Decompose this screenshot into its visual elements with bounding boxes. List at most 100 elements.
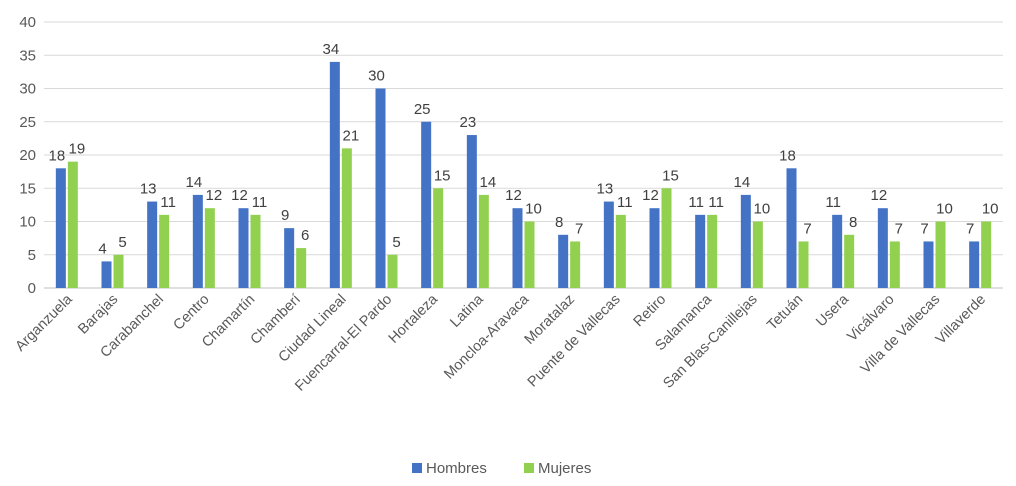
bar-mujeres <box>707 214 718 288</box>
bar-hombres <box>512 208 523 288</box>
bar-mujeres <box>341 148 352 288</box>
bar-hombres <box>466 135 477 288</box>
legend-swatch-hombres <box>412 463 422 473</box>
bar-mujeres <box>67 161 78 288</box>
x-tick-label: Moncloa-Aravaca <box>441 291 533 383</box>
data-label-mujeres: 11 <box>617 194 633 211</box>
x-tick-label: Usera <box>813 291 852 330</box>
data-label-hombres: 25 <box>414 101 431 118</box>
data-label-mujeres: 14 <box>479 174 496 191</box>
bar-mujeres <box>935 221 946 288</box>
x-tick-label: Barajas <box>75 292 121 338</box>
bar-hombres <box>375 88 386 288</box>
legend-label-hombres: Hombres <box>426 460 487 477</box>
y-tick-label: 5 <box>28 247 36 264</box>
data-label-mujeres: 15 <box>434 167 451 184</box>
data-label-mujeres: 15 <box>662 167 679 184</box>
data-label-mujeres: 5 <box>118 234 126 251</box>
data-label-hombres: 4 <box>98 240 106 257</box>
bar-mujeres <box>387 254 398 288</box>
bar-mujeres <box>296 248 307 288</box>
bar-hombres <box>786 168 797 288</box>
data-label-mujeres: 11 <box>708 194 724 211</box>
x-tick-label: Retiro <box>631 292 670 331</box>
y-tick-label: 40 <box>19 14 36 31</box>
data-label-hombres: 11 <box>825 194 841 211</box>
bar-hombres <box>923 241 934 288</box>
data-label-hombres: 23 <box>459 114 476 131</box>
data-label-mujeres: 21 <box>342 127 359 144</box>
y-tick-label: 20 <box>19 147 36 164</box>
bar-hombres <box>740 194 751 288</box>
data-label-mujeres: 11 <box>160 194 176 211</box>
legend: Hombres Mujeres <box>412 460 591 477</box>
y-tick-label: 0 <box>28 280 36 297</box>
x-tick-label: Centro <box>171 292 213 334</box>
bar-mujeres <box>981 221 992 288</box>
bar-hombres <box>329 61 340 289</box>
bar-hombres <box>421 121 432 288</box>
bar-mujeres <box>752 221 763 288</box>
bar-mujeres <box>478 194 489 288</box>
data-label-hombres: 7 <box>920 220 928 237</box>
y-tick-label: 10 <box>19 214 36 231</box>
bar-hombres <box>284 228 295 288</box>
data-label-mujeres: 8 <box>849 214 857 231</box>
bar-mujeres <box>113 254 124 288</box>
bar-mujeres <box>889 241 900 288</box>
bar-hombres <box>969 241 980 288</box>
x-tick-label: Latina <box>447 291 487 331</box>
bars <box>55 61 992 289</box>
gridlines <box>44 21 1003 289</box>
legend-label-mujeres: Mujeres <box>538 460 591 477</box>
bar-hombres <box>238 208 249 288</box>
data-label-mujeres: 19 <box>68 141 85 158</box>
bar-mujeres <box>159 214 170 288</box>
data-label-mujeres: 7 <box>895 220 903 237</box>
bar-hombres <box>55 168 66 288</box>
bar-hombres <box>603 201 614 288</box>
x-tick-label: Villaverde <box>933 292 989 348</box>
data-label-hombres: 12 <box>505 187 522 204</box>
bar-hombres <box>192 194 203 288</box>
data-label-hombres: 12 <box>642 187 659 204</box>
bar-hombres <box>558 234 569 288</box>
data-label-hombres: 34 <box>322 41 339 58</box>
bar-mujeres <box>798 241 809 288</box>
x-tick-label: Villa de Vallecas <box>858 292 944 378</box>
bar-mujeres <box>250 214 261 288</box>
data-label-hombres: 7 <box>966 220 974 237</box>
data-label-mujeres: 6 <box>301 227 309 244</box>
data-label-hombres: 18 <box>779 147 796 164</box>
legend-swatch-mujeres <box>524 463 534 473</box>
bar-mujeres <box>844 234 855 288</box>
data-label-mujeres: 10 <box>936 201 953 218</box>
data-label-hombres: 30 <box>368 68 385 85</box>
data-label-hombres: 13 <box>140 181 157 198</box>
bar-hombres <box>695 214 706 288</box>
data-label-hombres: 9 <box>281 207 289 224</box>
data-label-mujeres: 7 <box>803 220 811 237</box>
y-tick-label: 30 <box>19 81 36 98</box>
data-label-hombres: 14 <box>185 174 202 191</box>
data-label-mujeres: 12 <box>205 187 222 204</box>
x-tick-label: Hortaleza <box>386 291 442 347</box>
data-label-hombres: 14 <box>733 174 750 191</box>
x-tick-label: Arganzuela <box>12 291 76 355</box>
bar-mujeres <box>204 208 215 288</box>
data-label-mujeres: 5 <box>392 234 400 251</box>
data-label-hombres: 11 <box>688 194 704 211</box>
data-label-mujeres: 10 <box>982 201 999 218</box>
data-label-mujeres: 11 <box>252 194 268 211</box>
bar-hombres <box>101 261 112 288</box>
data-label-hombres: 12 <box>870 187 887 204</box>
y-tick-label: 25 <box>19 114 36 131</box>
bar-hombres <box>877 208 888 288</box>
bar-hombres <box>147 201 158 288</box>
x-tick-label: Tetuán <box>764 292 806 334</box>
data-label-hombres: 13 <box>596 181 613 198</box>
data-label-mujeres: 7 <box>575 220 583 237</box>
bar-mujeres <box>615 214 626 288</box>
